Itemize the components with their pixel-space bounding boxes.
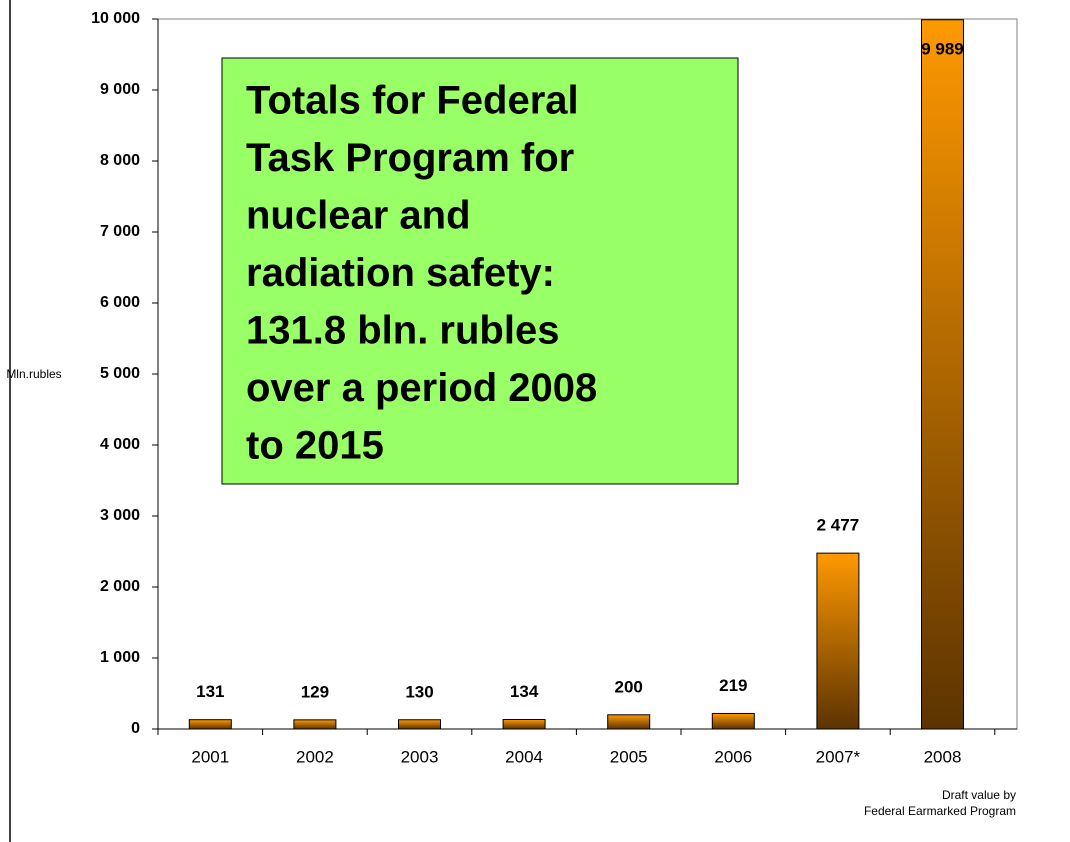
y-tick-label: 4 000 — [100, 436, 140, 453]
annotation-line: 131.8 bln. rubles — [246, 309, 559, 353]
y-tick-label: 3 000 — [100, 507, 140, 524]
annotation-line: radiation safety: — [246, 251, 555, 295]
y-axis-label: Mln.rubles — [6, 367, 61, 381]
x-tick-label: 2004 — [505, 747, 543, 766]
y-tick-label: 0 — [131, 720, 140, 737]
x-tick-label: 2002 — [296, 747, 334, 766]
x-tick-label: 2001 — [191, 747, 229, 766]
annotation-line: Totals for Federal — [246, 79, 579, 123]
value-label: 200 — [615, 677, 643, 696]
bar — [711, 712, 755, 730]
footnote: Federal Earmarked Program — [864, 804, 1016, 818]
bar — [502, 718, 546, 730]
bar — [607, 714, 651, 730]
value-label: 2 477 — [817, 516, 860, 535]
annotation-line: Task Program for — [246, 136, 574, 180]
bar — [816, 552, 860, 730]
x-tick-label: 2008 — [924, 747, 962, 766]
value-label: 134 — [510, 682, 539, 701]
y-tick-label: 6 000 — [100, 294, 140, 311]
x-tick-label: 2006 — [714, 747, 752, 766]
x-tick-label: 2005 — [610, 747, 648, 766]
x-tick-label: 2003 — [401, 747, 439, 766]
annotation-box — [221, 57, 739, 485]
value-label: 131 — [196, 682, 224, 701]
y-tick-label: 1 000 — [100, 649, 140, 666]
bar — [921, 19, 964, 730]
y-tick-label: 8 000 — [100, 152, 140, 169]
value-label: 9 989 — [921, 39, 964, 58]
y-tick-label: 2 000 — [100, 578, 140, 595]
y-tick-label: 7 000 — [100, 223, 140, 240]
y-tick-label: 5 000 — [100, 365, 140, 382]
value-label: 219 — [719, 676, 747, 695]
bar — [398, 719, 441, 730]
y-tick-label: 9 000 — [100, 81, 140, 98]
x-tick-label: 2007* — [816, 747, 861, 766]
value-label: 129 — [301, 682, 329, 701]
footnote: Draft value by — [942, 788, 1016, 802]
annotation-line: over a period 2008 — [246, 366, 597, 410]
annotation-line: to 2015 — [246, 424, 384, 468]
annotation-line: nuclear and — [246, 194, 471, 238]
value-label: 130 — [405, 682, 433, 701]
y-tick-label: 10 000 — [91, 10, 140, 27]
bar — [293, 719, 337, 730]
bar — [188, 719, 232, 730]
